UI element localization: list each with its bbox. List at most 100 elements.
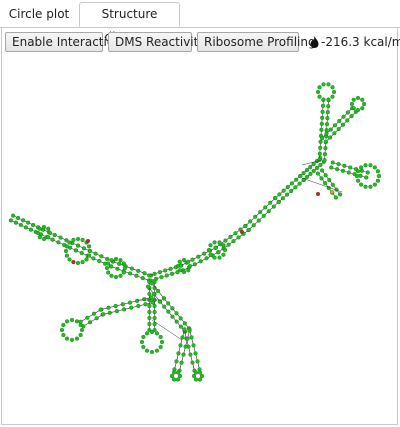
nucleotide[interactable]	[193, 377, 199, 382]
nucleotide[interactable]	[109, 273, 114, 278]
nucleotide[interactable]	[161, 296, 167, 301]
nucleotide[interactable]	[71, 237, 76, 242]
nucleotide[interactable]	[147, 291, 152, 297]
nucleotide[interactable]	[18, 222, 23, 228]
nucleotide[interactable]	[159, 339, 165, 345]
nucleotide[interactable]	[181, 352, 186, 357]
nucleotide[interactable]	[231, 239, 236, 244]
nucleotide[interactable]	[281, 188, 286, 193]
nucleotide[interactable]	[187, 263, 193, 269]
nucleotide[interactable]	[315, 165, 320, 170]
nucleotide[interactable]	[326, 82, 331, 87]
nucleotide[interactable]	[228, 234, 233, 239]
nucleotide[interactable]	[145, 284, 151, 289]
nucleotide[interactable]	[266, 209, 271, 214]
nucleotide[interactable]	[289, 181, 294, 186]
nucleotide[interactable]	[93, 251, 98, 256]
nucleotide[interactable]	[349, 114, 354, 119]
nucleotide[interactable]	[331, 89, 337, 95]
enable-interaction-button[interactable]: Enable Interaction	[5, 32, 122, 52]
nucleotide[interactable]	[76, 243, 81, 248]
nucleotide[interactable]	[277, 192, 282, 197]
nucleotide[interactable]	[113, 303, 118, 309]
nucleotide[interactable]	[217, 240, 222, 245]
nucleotide[interactable]	[170, 306, 175, 311]
nucleotide[interactable]	[85, 238, 91, 244]
nucleotide[interactable]	[301, 171, 306, 176]
nucleotide[interactable]	[298, 174, 303, 179]
nucleotide[interactable]	[75, 260, 81, 266]
nucleotide[interactable]	[69, 317, 75, 323]
nucleotide[interactable]	[80, 237, 85, 242]
nucleotide[interactable]	[67, 240, 72, 245]
nucleotide[interactable]	[104, 265, 110, 271]
nucleotide[interactable]	[320, 168, 325, 173]
nucleotide[interactable]	[26, 220, 31, 225]
nucleotide[interactable]	[163, 268, 168, 273]
nucleotide[interactable]	[87, 320, 93, 325]
nucleotide[interactable]	[185, 336, 190, 341]
nucleotide[interactable]	[375, 169, 380, 174]
nucleotide[interactable]	[141, 344, 146, 350]
nucleotide[interactable]	[361, 101, 367, 107]
nucleotide[interactable]	[67, 257, 72, 262]
nucleotide[interactable]	[143, 302, 148, 307]
nucleotide[interactable]	[208, 252, 213, 257]
nucleotide[interactable]	[155, 288, 161, 293]
nucleotide[interactable]	[273, 195, 278, 201]
nucleotide[interactable]	[52, 232, 57, 238]
nucleotide[interactable]	[177, 373, 183, 379]
nucleotide[interactable]	[308, 165, 313, 170]
nucleotide[interactable]	[320, 115, 325, 120]
nucleotide[interactable]	[320, 136, 325, 141]
nucleotide[interactable]	[79, 327, 85, 333]
dms-reactivity-button[interactable]: DMS Reactivity	[108, 32, 205, 52]
nucleotide[interactable]	[323, 173, 328, 178]
nucleotide[interactable]	[330, 160, 335, 165]
nucleotide[interactable]	[178, 324, 183, 329]
nucleotide[interactable]	[101, 312, 106, 317]
nucleotide[interactable]	[212, 240, 217, 245]
nucleotide[interactable]	[221, 243, 226, 248]
nucleotide[interactable]	[206, 247, 212, 253]
nucleotide[interactable]	[134, 273, 139, 278]
nucleotide[interactable]	[98, 307, 103, 312]
nucleotide[interactable]	[81, 246, 86, 251]
nucleotide[interactable]	[199, 373, 205, 379]
nucleotide[interactable]	[226, 242, 231, 247]
nucleotide[interactable]	[340, 168, 346, 173]
nucleotide[interactable]	[212, 255, 217, 260]
nucleotide[interactable]	[349, 101, 355, 107]
nucleotide[interactable]	[174, 319, 179, 324]
nucleotide[interactable]	[364, 175, 369, 180]
nucleotide[interactable]	[256, 218, 261, 223]
nucleotide[interactable]	[293, 185, 298, 190]
nucleotide[interactable]	[109, 258, 114, 263]
nucleotide[interactable]	[174, 359, 179, 364]
nucleotide[interactable]	[356, 178, 361, 183]
nucleotide[interactable]	[41, 236, 47, 242]
rna-structure-diagram[interactable]	[2, 56, 398, 423]
nucleotide[interactable]	[294, 177, 299, 182]
nucleotide[interactable]	[37, 235, 42, 240]
nucleotide[interactable]	[142, 297, 147, 302]
nucleotide[interactable]	[325, 116, 330, 121]
nucleotide[interactable]	[147, 303, 152, 309]
nucleotide[interactable]	[117, 261, 122, 266]
nucleotide[interactable]	[354, 173, 360, 179]
nucleotide[interactable]	[46, 226, 51, 231]
nucleotide[interactable]	[166, 309, 171, 314]
nucleotide[interactable]	[375, 178, 380, 183]
nucleotide[interactable]	[151, 292, 157, 297]
nucleotide[interactable]	[332, 123, 338, 128]
nucleotide[interactable]	[208, 243, 213, 248]
nucleotide[interactable]	[197, 370, 203, 375]
nucleotide[interactable]	[223, 238, 228, 243]
nucleotide[interactable]	[81, 324, 86, 329]
nucleotide[interactable]	[222, 247, 228, 253]
nucleotide[interactable]	[94, 316, 99, 321]
nucleotide[interactable]	[91, 311, 97, 316]
nucleotide[interactable]	[139, 339, 145, 345]
nucleotide[interactable]	[346, 170, 351, 175]
nucleotide[interactable]	[113, 256, 119, 262]
